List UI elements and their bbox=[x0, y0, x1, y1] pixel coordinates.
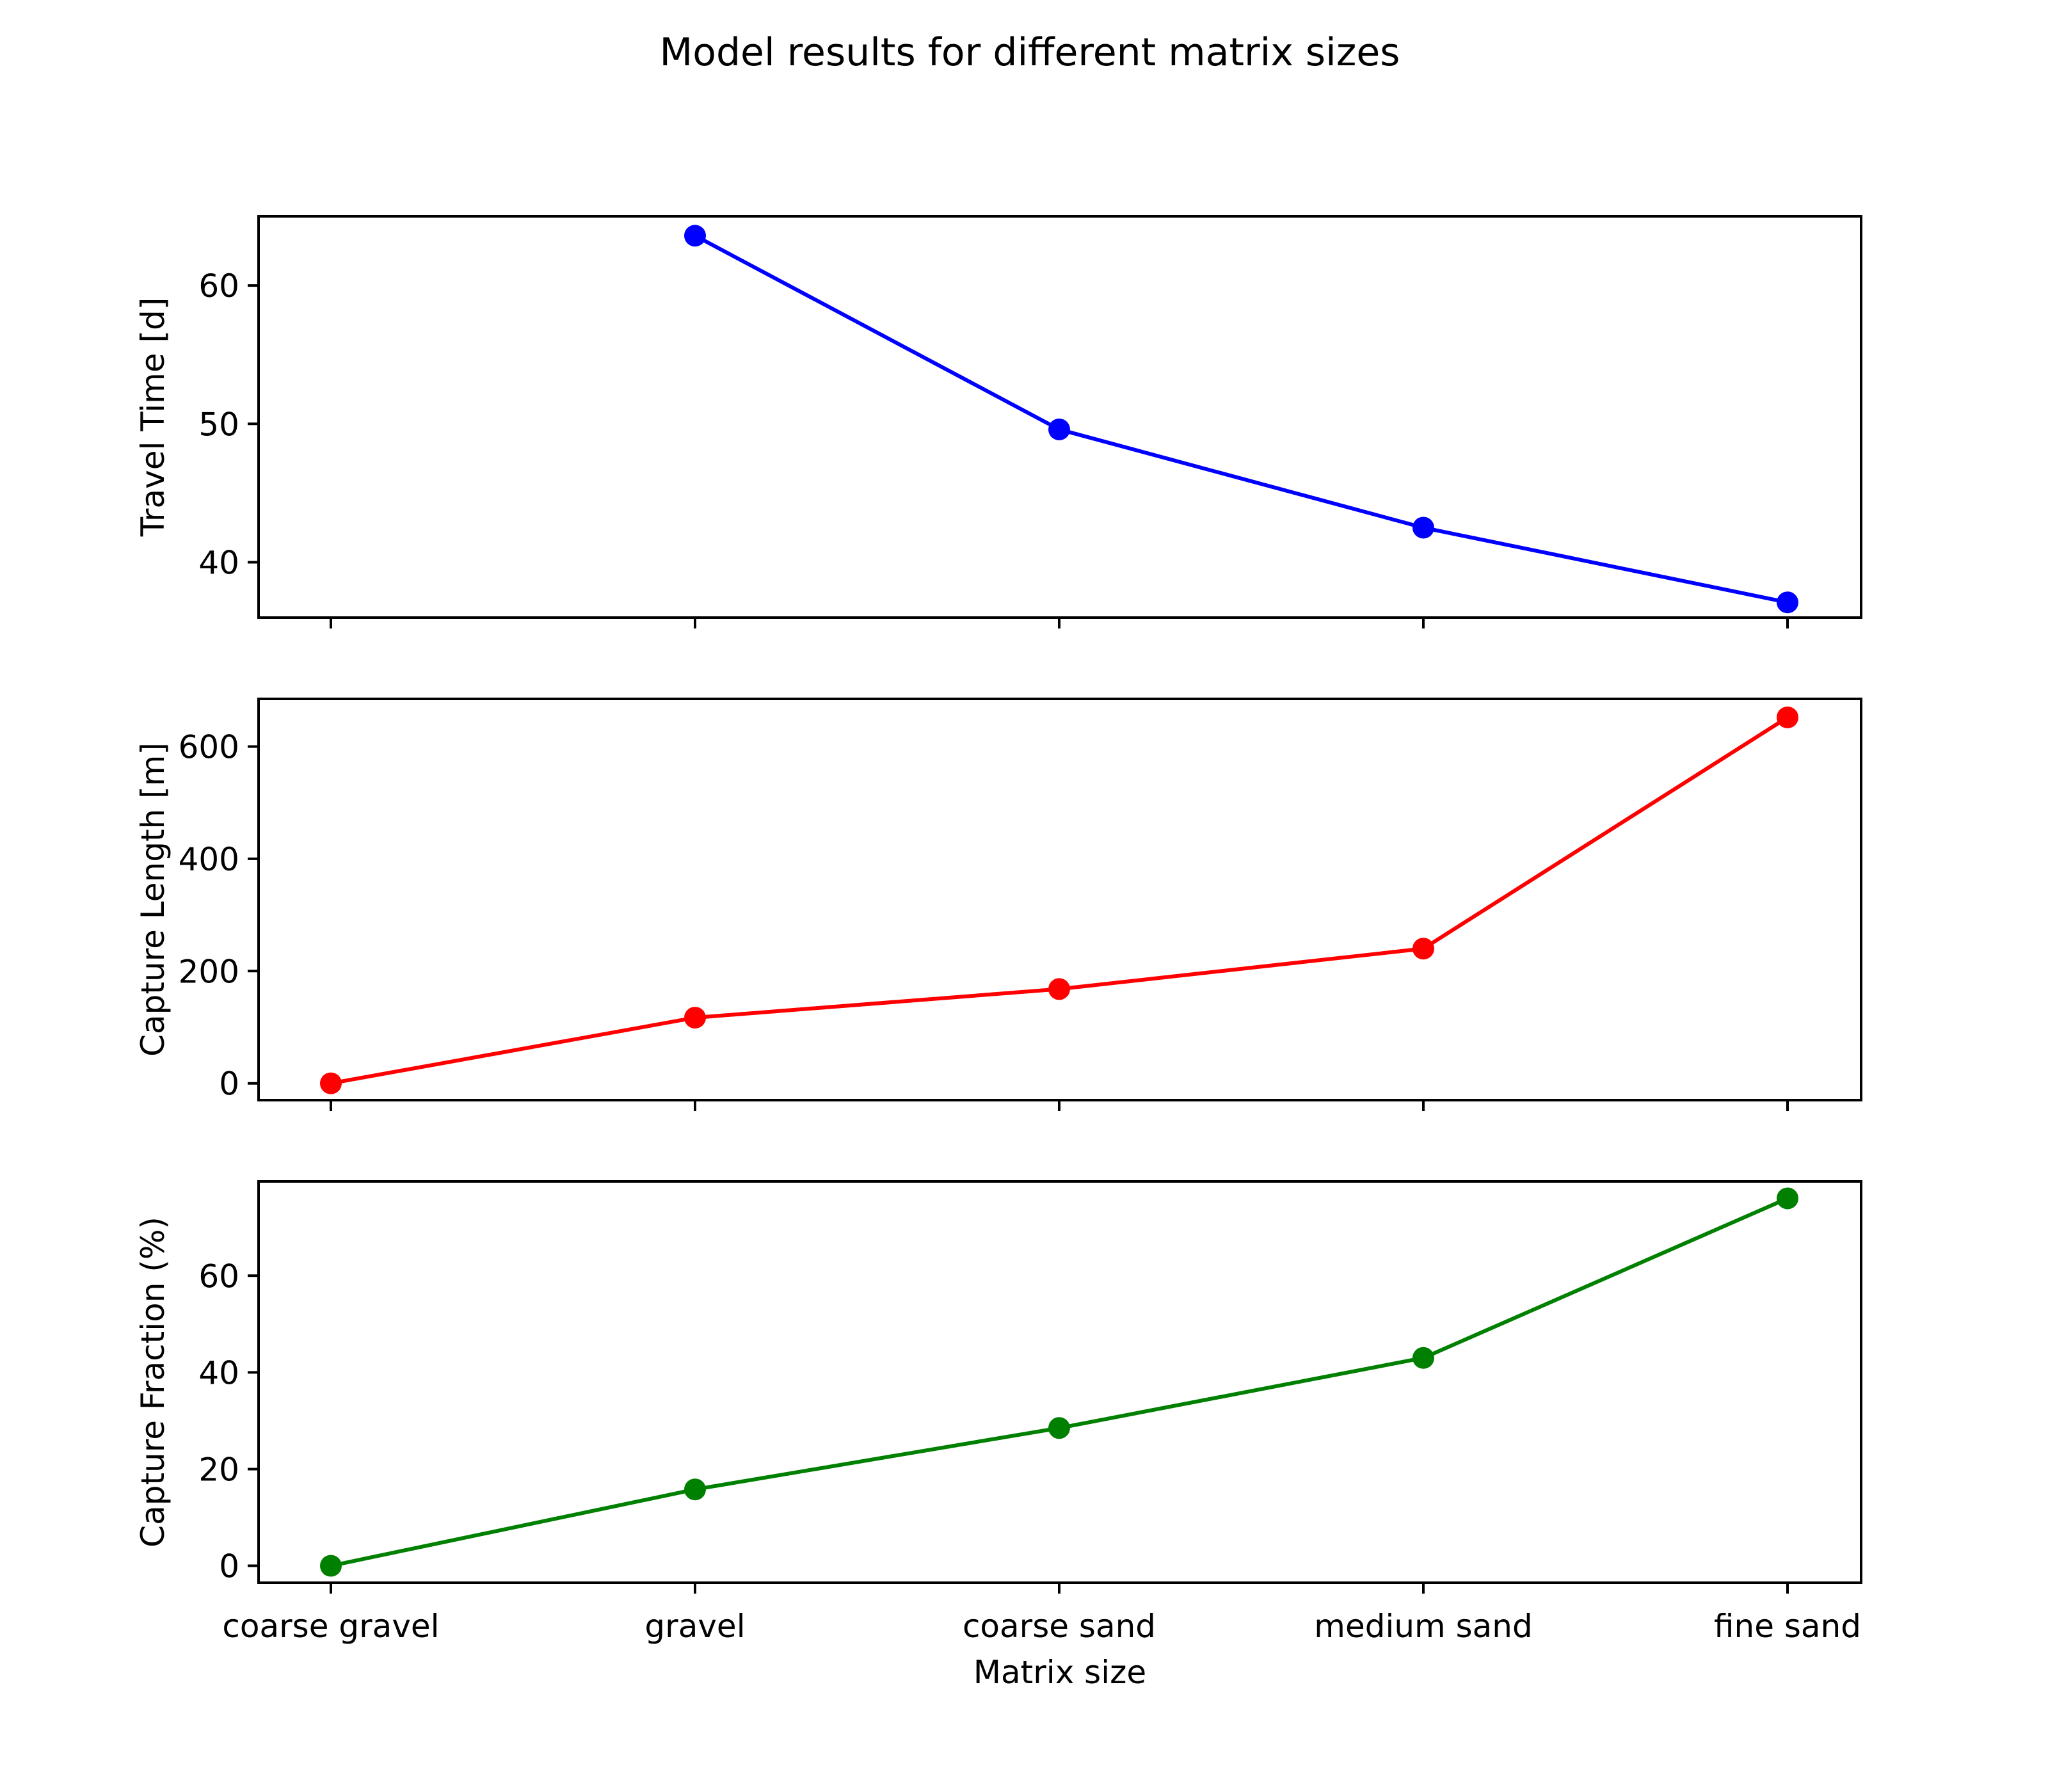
y-tick-label: 60 bbox=[198, 1258, 239, 1295]
x-tick-label: coarse sand bbox=[963, 1608, 1156, 1645]
y-axis-label: Travel Time [d] bbox=[134, 298, 172, 538]
x-tick-label: fine sand bbox=[1714, 1608, 1861, 1645]
data-point bbox=[1048, 418, 1070, 440]
x-tick-label: medium sand bbox=[1314, 1608, 1533, 1645]
chart-panel-3: 0 20 40 60 coarse gravel gravel coarse sand med… bbox=[134, 1180, 1862, 1645]
data-point bbox=[684, 1478, 706, 1501]
y-tick-label: 200 bbox=[179, 953, 239, 990]
chart-panel-1: 40 50 60 Travel Time [d] bbox=[134, 215, 1862, 628]
x-tick-label: coarse gravel bbox=[222, 1608, 439, 1645]
data-point bbox=[1412, 938, 1434, 960]
y-tick-label: 40 bbox=[198, 545, 239, 582]
data-point bbox=[1048, 978, 1070, 1000]
y-axis-label: Capture Length [m] bbox=[134, 742, 172, 1057]
data-point bbox=[1048, 1417, 1070, 1439]
data-point bbox=[684, 225, 706, 247]
data-point bbox=[1777, 1187, 1798, 1210]
data-point bbox=[1412, 516, 1434, 539]
y-tick-label: 40 bbox=[198, 1354, 239, 1391]
data-point bbox=[1777, 591, 1798, 614]
y-tick-label: 20 bbox=[198, 1451, 239, 1488]
y-tick-label: 600 bbox=[179, 729, 239, 766]
y-tick-label: 60 bbox=[198, 268, 239, 305]
data-point bbox=[320, 1072, 342, 1094]
data-point bbox=[1412, 1347, 1434, 1369]
y-axis-label: Capture Fraction (%) bbox=[134, 1217, 172, 1548]
data-point bbox=[320, 1555, 342, 1577]
x-axis-label: Matrix size bbox=[973, 1654, 1146, 1691]
figure-title: Model results for different matrix sizes bbox=[659, 30, 1400, 75]
x-tick-label: gravel bbox=[644, 1608, 745, 1645]
data-point bbox=[684, 1007, 706, 1029]
series-line bbox=[692, 233, 1790, 605]
y-tick-label: 0 bbox=[219, 1548, 239, 1585]
y-tick-label: 400 bbox=[179, 841, 239, 878]
y-tick-label: 0 bbox=[219, 1066, 239, 1103]
data-point bbox=[1777, 706, 1798, 728]
y-tick-label: 50 bbox=[198, 406, 239, 443]
